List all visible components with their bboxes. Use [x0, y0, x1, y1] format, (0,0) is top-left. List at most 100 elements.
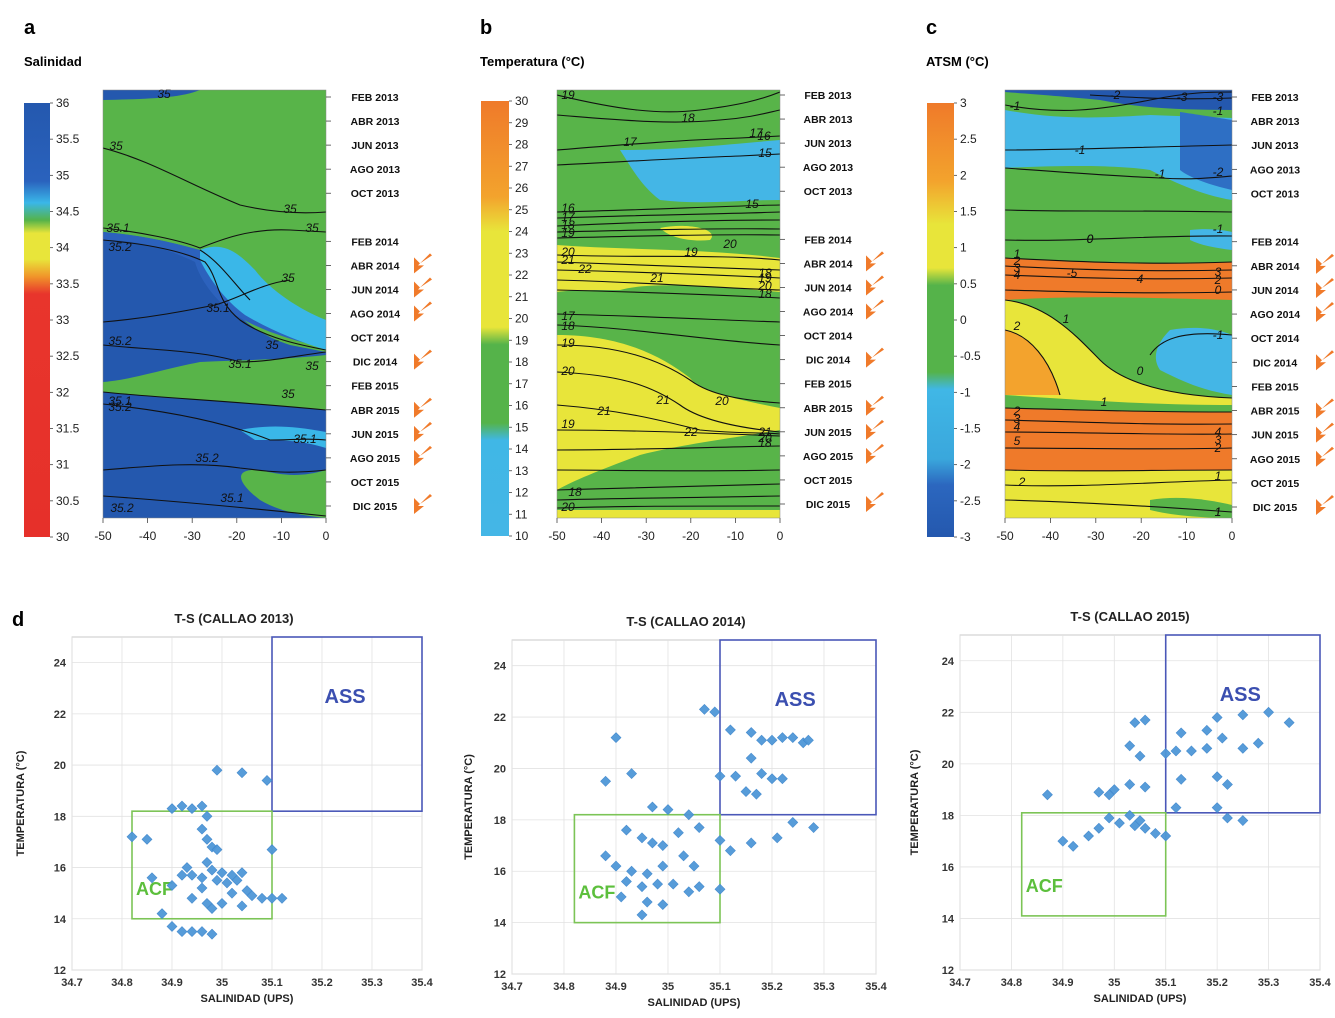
ts-point — [756, 734, 768, 746]
ts-y-tick-label: 16 — [942, 862, 954, 874]
contour-label: 19 — [561, 88, 575, 102]
contour-label: 17 — [561, 309, 576, 323]
event-arrow-icon — [414, 445, 432, 466]
colorbar-a-labels: 36 35.5 35 34.5 34 33.5 33 32.5 32 31.5 31 30.5 30 — [50, 96, 80, 544]
colorbar-label: 31 — [56, 458, 70, 472]
ts-point — [600, 775, 612, 787]
date-label: OCT 2014 — [1251, 333, 1300, 345]
colorbar-label: 35.5 — [56, 132, 80, 146]
ts-point — [730, 770, 742, 782]
colorbar-label: -3 — [960, 530, 971, 544]
ts-point — [256, 892, 268, 904]
ts-point — [211, 874, 223, 886]
colorbar-label: 28 — [515, 138, 529, 152]
ass-box — [271, 636, 423, 812]
contour-label: 3 — [1014, 261, 1021, 275]
colorbar-label: 18 — [515, 355, 529, 369]
colorbar-label: 27 — [515, 159, 529, 173]
ts-point — [1160, 748, 1172, 759]
panel-d-letter: d — [12, 609, 24, 631]
contour-label: 16 — [757, 129, 771, 143]
contour-label: 18 — [561, 218, 575, 232]
colorbar-label: 23 — [515, 246, 529, 260]
contour-label: 35.2 — [110, 501, 134, 515]
contour-label: 2 — [1214, 273, 1222, 287]
ts-point — [1139, 822, 1151, 834]
event-arrow-icon — [414, 301, 432, 322]
contour-label: 1 — [1014, 247, 1021, 261]
panel-a-letter: a — [24, 17, 36, 39]
date-label: OCT 2014 — [351, 333, 400, 345]
contour-label: -1 — [1213, 222, 1224, 236]
contour-label: 4 — [1014, 420, 1021, 434]
ts-point — [1124, 779, 1136, 790]
ts-x-tick-label: 35.4 — [865, 981, 887, 993]
contour-label: 20 — [560, 245, 575, 259]
contour-label: 1 — [1063, 312, 1070, 326]
contour-label: 2 — [1018, 475, 1026, 489]
ts-point — [657, 840, 669, 851]
event-arrow-icon — [866, 395, 884, 416]
contour-label: 35 — [281, 271, 295, 285]
date-label: JUN 2013 — [804, 138, 851, 150]
contour-label: 18 — [681, 111, 695, 125]
ts-point — [1160, 830, 1172, 842]
colorbar-a — [24, 103, 50, 537]
event-arrow-icon — [1316, 350, 1334, 371]
colorbar-label: 30 — [515, 94, 529, 108]
ts-point — [1170, 802, 1182, 814]
ts-x-tick-label: 35 — [1108, 977, 1120, 989]
date-label: AGO 2015 — [350, 453, 400, 465]
ts-point — [709, 706, 721, 718]
contour-label: 2 — [1013, 319, 1021, 333]
colorbar-label: 15 — [515, 420, 529, 434]
date-label: DIC 2014 — [353, 357, 398, 369]
ts-point — [1237, 709, 1249, 721]
colorbar-label: -2 — [960, 458, 971, 472]
ts-y-tick-label: 14 — [942, 913, 955, 925]
event-arrow-icon — [414, 397, 432, 418]
ass-label: ASS — [325, 686, 366, 708]
acf-label: ACF — [1026, 876, 1063, 896]
contour-label: 20 — [722, 237, 737, 251]
ts-point — [1083, 830, 1094, 842]
ts-y-tick-label: 20 — [494, 763, 506, 775]
ts-point — [176, 869, 188, 881]
ts-point — [166, 880, 178, 891]
ts-point — [1124, 809, 1136, 821]
colorbar-c — [927, 103, 954, 537]
x-tick-label: -30 — [1087, 529, 1105, 543]
contour-label: 19 — [684, 245, 698, 259]
date-label: FEB 2013 — [1251, 92, 1298, 104]
date-label: JUN 2014 — [804, 282, 851, 294]
ts-point — [626, 865, 638, 877]
ts-point — [724, 845, 736, 857]
ts-x-tick-label: 35.2 — [761, 981, 782, 993]
ts-point — [1150, 827, 1161, 839]
ts-plot-area — [959, 634, 1321, 971]
date-label: OCT 2015 — [351, 477, 400, 489]
event-arrow-icon — [866, 275, 884, 296]
ts-point — [1252, 737, 1264, 749]
event-arrow-icon — [866, 443, 884, 464]
event-arrow-icon — [1316, 302, 1334, 323]
ts-y-tick-label: 22 — [942, 707, 954, 719]
contour-label: 18 — [758, 287, 772, 301]
x-tick-label: -20 — [682, 529, 700, 543]
event-arrow-icon — [1316, 446, 1334, 467]
ts-point — [236, 867, 248, 879]
contour-label: -1 — [1010, 99, 1021, 113]
ts-point — [1093, 786, 1105, 798]
ts-point — [646, 837, 658, 849]
ts-point — [196, 823, 208, 835]
ts-point — [688, 860, 700, 872]
date-label: AGO 2015 — [1250, 454, 1300, 466]
event-arrow-icon — [866, 492, 884, 512]
ass-label: ASS — [1220, 684, 1261, 706]
colorbar-label: 10 — [515, 529, 529, 543]
contour-label: 16 — [561, 201, 575, 215]
contour-label: 35.2 — [108, 400, 132, 414]
ts-point — [1103, 789, 1115, 801]
ts-x-tick-label: 35.3 — [1258, 977, 1279, 989]
ts-x-tick-label: 35 — [216, 977, 228, 989]
